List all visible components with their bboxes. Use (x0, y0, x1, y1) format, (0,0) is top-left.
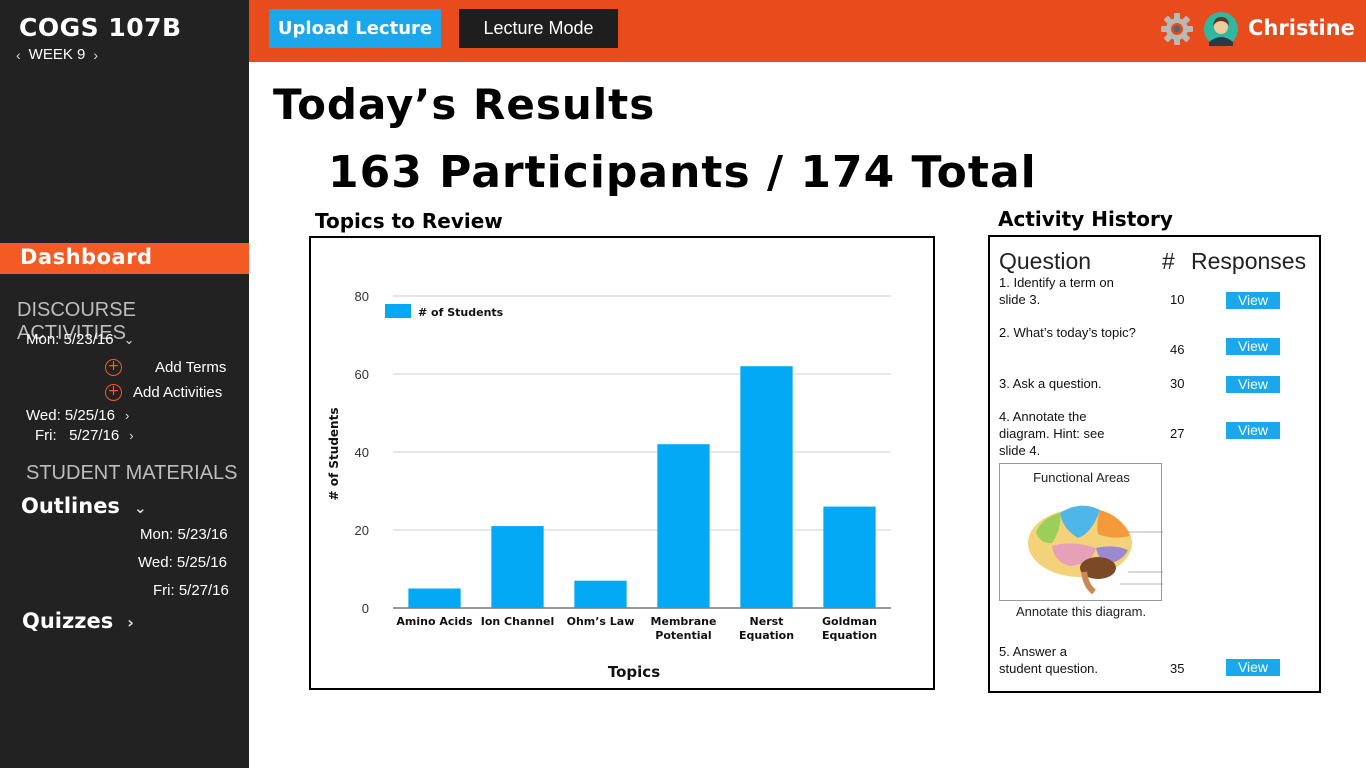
chevron-right-icon[interactable]: › (93, 46, 99, 63)
user-name[interactable]: Christine (1248, 16, 1355, 40)
view-button[interactable]: View (1226, 659, 1280, 676)
x-tick-label: Goldman (822, 615, 877, 628)
chevron-right-icon: › (129, 428, 134, 443)
x-tick-label: Amino Acids (396, 615, 473, 628)
chevron-down-icon: ⌄ (123, 332, 135, 347)
col-responses-header: Responses (1191, 248, 1307, 274)
brain-illustration (1028, 505, 1163, 595)
response-count: 46 (1170, 342, 1185, 357)
outlines-label: Outlines (21, 494, 120, 518)
response-count: 10 (1170, 292, 1185, 307)
avatar[interactable] (1204, 12, 1238, 46)
view-button[interactable]: View (1226, 422, 1280, 439)
bar (740, 366, 793, 608)
y-tick-label: 40 (355, 445, 369, 460)
y-tick-label: 80 (355, 289, 369, 304)
brain-diagram[interactable]: Functional Areas (999, 463, 1163, 601)
question-text: 5. Answer a student question. (999, 644, 1099, 676)
sidebar-item-outlines[interactable]: Outlines ⌄ (21, 494, 147, 518)
col-count-header: # (1162, 248, 1175, 274)
x-tick-label: Ion Channel (481, 615, 555, 628)
page-title: Today’s Results (273, 80, 656, 129)
mon-date-label: Mon: 5/23/16 (26, 331, 114, 348)
diagram-title: Functional Areas (1033, 470, 1130, 485)
outline-item[interactable]: Wed: 5/25/16 (138, 554, 227, 571)
dashboard-label: Dashboard (20, 245, 153, 269)
student-materials-heading: STUDENT MATERIALS (26, 462, 238, 484)
y-tick-label: 20 (355, 523, 369, 538)
course-title: COGS 107B (19, 13, 182, 42)
activity-history-panel: Question # Responses 1. Identify a term … (988, 235, 1321, 693)
sidebar: COGS 107B ‹ WEEK 9 › Dashboard DISCOURSE… (0, 0, 249, 768)
question-text: 2. What’s today’s topic? (999, 325, 1136, 340)
activity-history-heading: Activity History (998, 207, 1173, 231)
add-activities-link[interactable]: Add Activities (133, 384, 223, 401)
y-tick-label: 0 (362, 601, 369, 616)
response-count: 30 (1170, 376, 1185, 391)
x-tick-label: Ohm’s Law (567, 615, 635, 628)
diagram-caption: Annotate this diagram. (1016, 604, 1147, 619)
add-terms-icon[interactable]: + (105, 359, 122, 376)
week-label: WEEK 9 (28, 46, 86, 63)
outline-item[interactable]: Mon: 5/23/16 (140, 526, 228, 543)
bar (574, 580, 627, 608)
bar-chart: 0 20 40 60 80 Amino Acids Ion Channel Ohm’s Law… (327, 289, 891, 681)
add-terms-link[interactable]: Add Terms (155, 359, 227, 376)
x-tick-label: Membrane (651, 615, 717, 628)
question-text: 3. Ask a question. (999, 376, 1102, 391)
outline-item[interactable]: Fri: 5/27/16 (153, 582, 229, 599)
y-tick-label: 60 (355, 367, 369, 382)
view-button[interactable]: View (1226, 376, 1280, 393)
topics-chart: 0 20 40 60 80 Amino Acids Ion Channel Ohm’s Law… (309, 236, 935, 690)
bar (823, 506, 876, 608)
sidebar-item-quizzes[interactable]: Quizzes › (22, 609, 134, 633)
question-text: 1. Identify a term on slide 3. (999, 275, 1114, 307)
sidebar-item-mon[interactable]: Mon: 5/23/16 ⌄ (26, 331, 134, 348)
x-tick-label: Equation (822, 629, 877, 642)
col-question-header: Question (999, 248, 1092, 274)
fri-date-label: Fri: 5/27/16 (35, 427, 120, 444)
y-axis-title: # of Students (327, 408, 341, 501)
upload-lecture-button[interactable]: Upload Lecture (269, 9, 441, 48)
response-count: 35 (1170, 661, 1185, 676)
quizzes-label: Quizzes (22, 609, 114, 633)
participants-count: 163 Participants / 174 Total (328, 147, 1037, 198)
legend-label: # of Students (418, 306, 504, 319)
chevron-right-icon: › (127, 613, 134, 632)
view-button[interactable]: View (1226, 292, 1280, 309)
bar (491, 526, 544, 608)
chevron-down-icon: ⌄ (133, 499, 147, 517)
bar (408, 588, 461, 608)
x-tick-label: Potential (655, 629, 711, 642)
chevron-right-icon: › (124, 408, 130, 423)
x-tick-label: Equation (739, 629, 794, 642)
gear-icon[interactable] (1160, 12, 1194, 46)
x-tick-label: Nerst (750, 615, 784, 628)
response-count: 27 (1170, 426, 1185, 441)
wed-date-label: Wed: 5/25/16 (26, 407, 115, 424)
week-nav: ‹ WEEK 9 › (16, 46, 98, 63)
sidebar-item-wed[interactable]: Wed: 5/25/16 › (26, 407, 129, 424)
top-bar: Upload Lecture Lecture Mode Christine (249, 0, 1366, 62)
chevron-left-icon[interactable]: ‹ (16, 46, 21, 63)
sidebar-item-fri[interactable]: Fri: 5/27/16 › (35, 427, 134, 444)
bar (657, 444, 710, 608)
discourse-activities-heading: DISCOURSE ACTIVITIES (17, 299, 136, 344)
legend-swatch (385, 304, 411, 318)
sidebar-item-dashboard[interactable]: Dashboard (0, 243, 249, 274)
question-text: 4. Annotate the diagram. Hint: see slide… (999, 409, 1105, 458)
lecture-mode-button[interactable]: Lecture Mode (459, 9, 618, 48)
add-activities-icon[interactable]: + (105, 384, 122, 401)
topics-to-review-heading: Topics to Review (315, 209, 503, 233)
view-button[interactable]: View (1226, 338, 1280, 355)
x-axis-title: Topics (608, 663, 660, 681)
